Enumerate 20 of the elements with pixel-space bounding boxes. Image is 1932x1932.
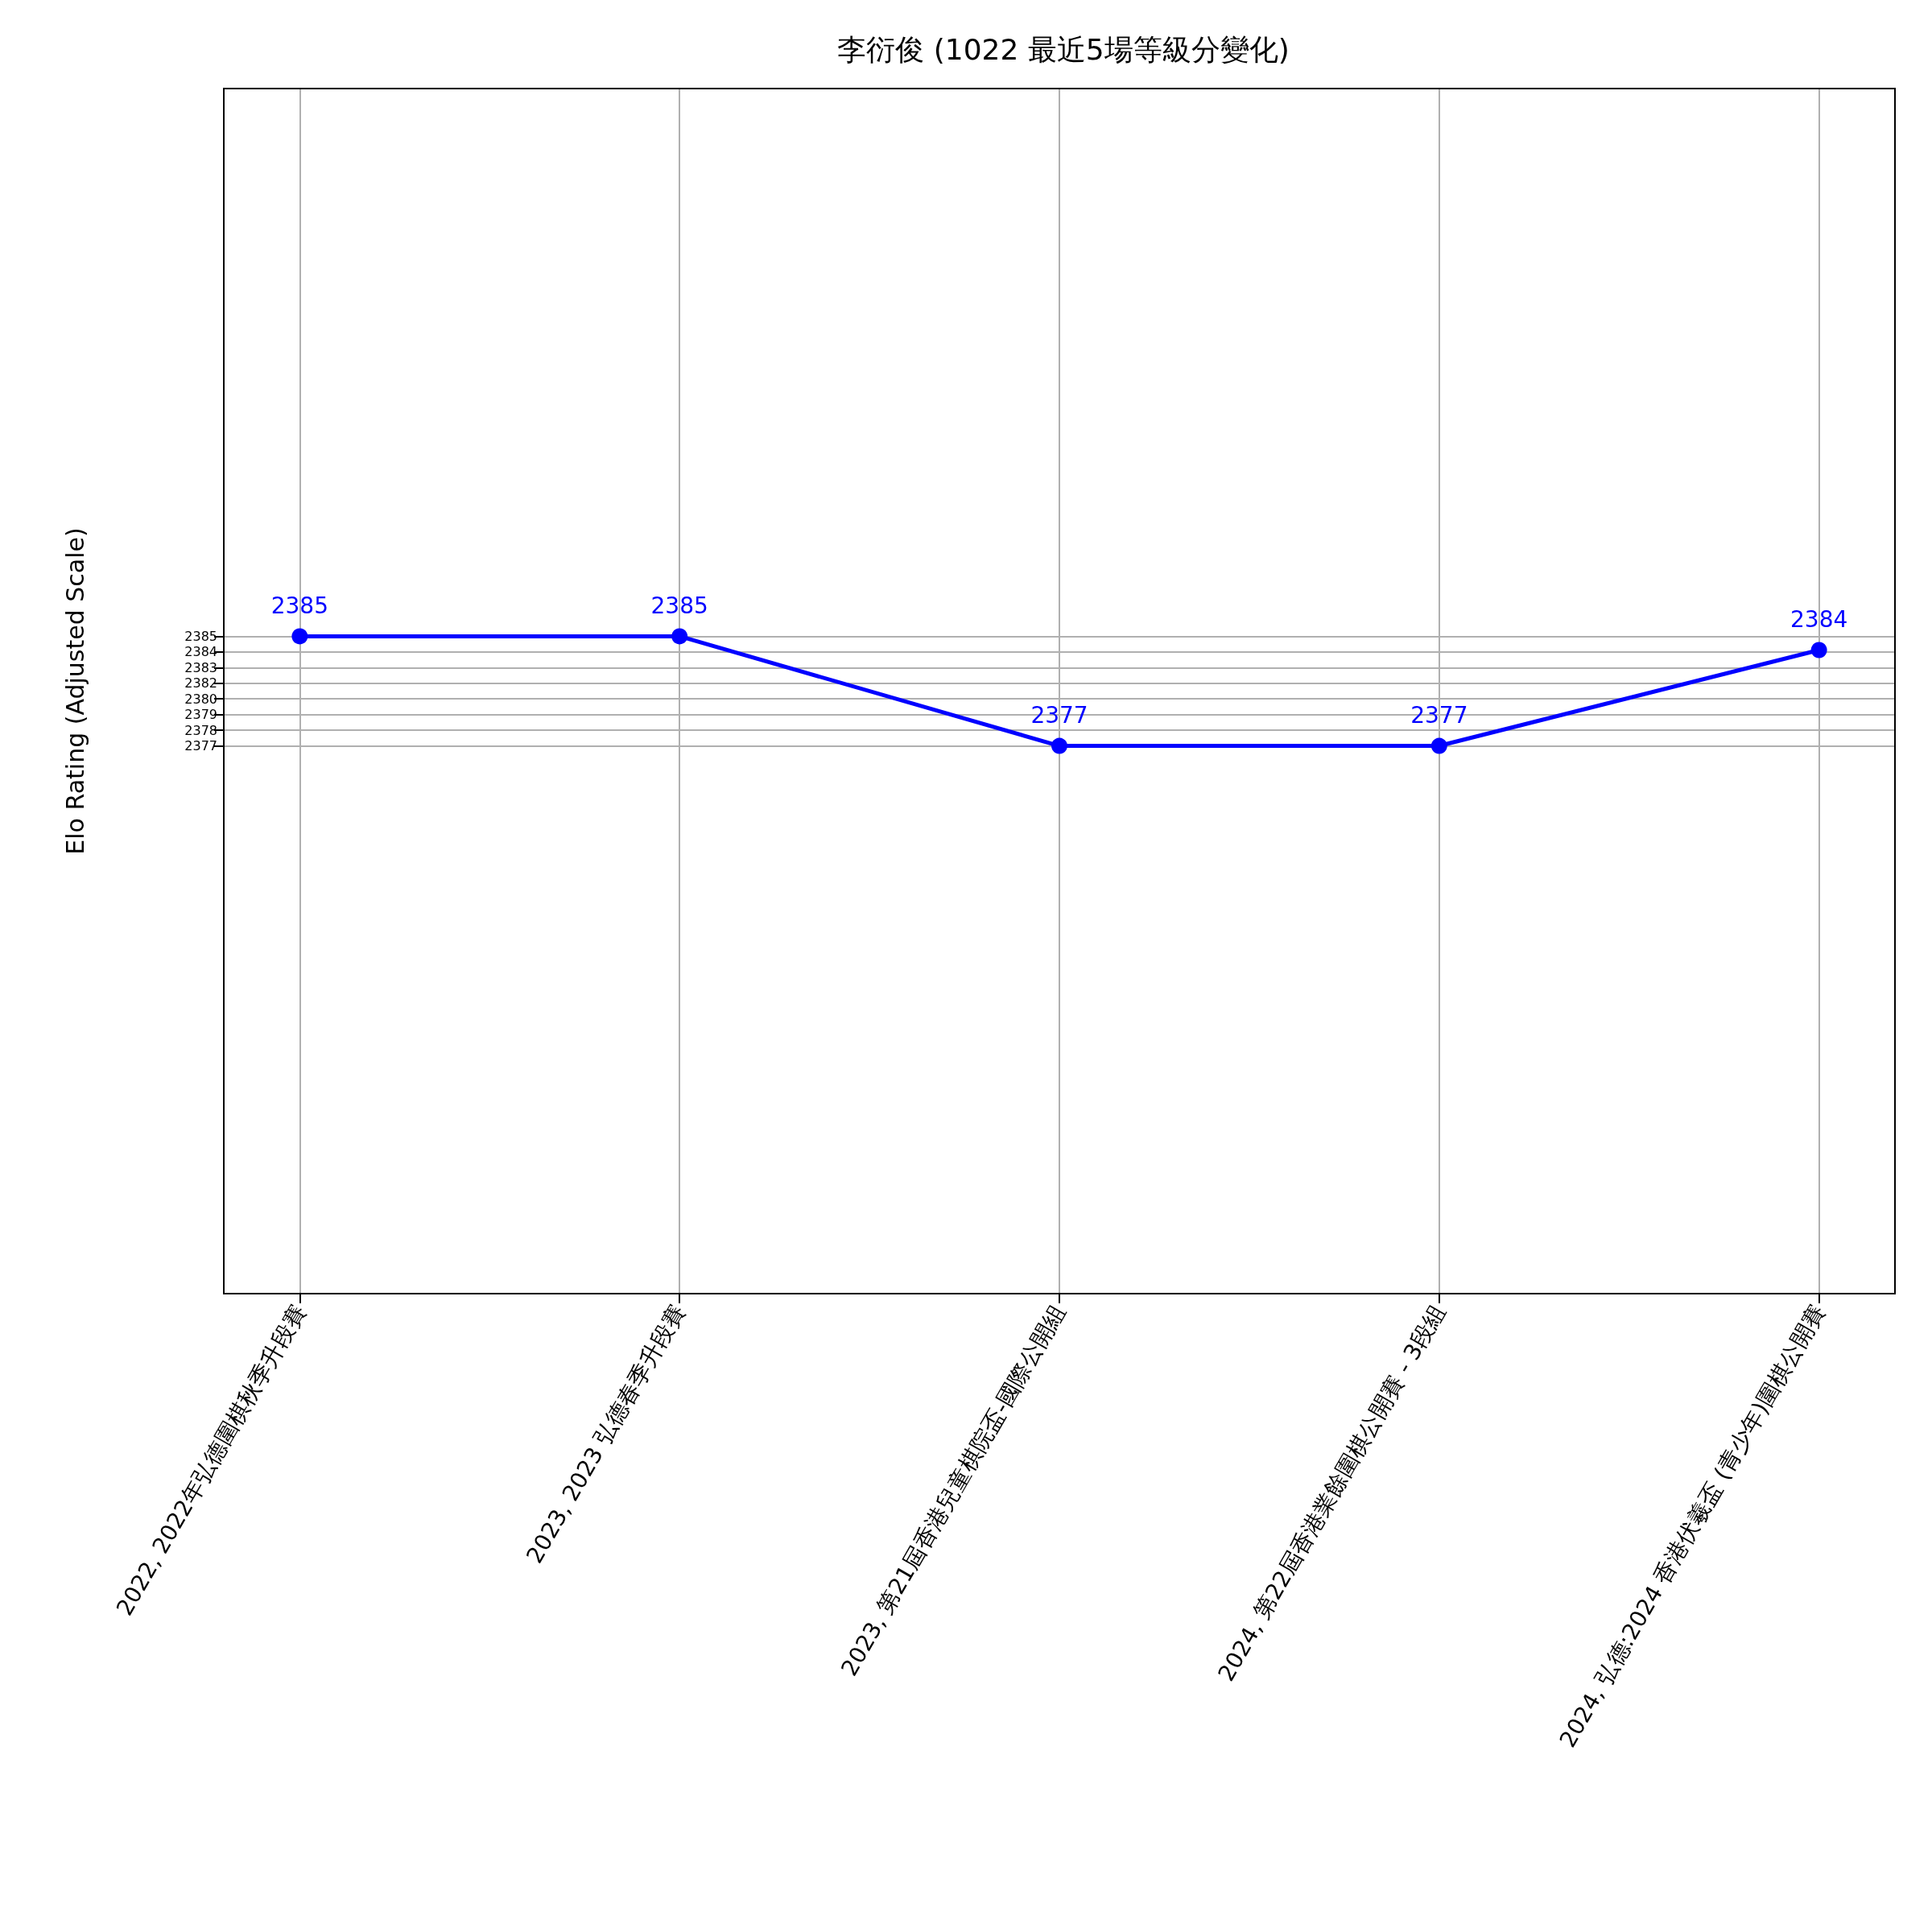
y-tick-label: 2377 — [184, 738, 217, 754]
data-label: 2385 — [270, 592, 328, 619]
y-tick-label: 2385 — [184, 628, 217, 644]
y-axis-title: Elo Rating (Adjusted Scale) — [60, 527, 89, 855]
point — [1051, 737, 1067, 754]
data-label: 2385 — [650, 592, 708, 619]
point — [671, 628, 688, 645]
y-tick-label: 2383 — [184, 659, 217, 675]
data-label: 2377 — [1410, 702, 1468, 729]
y-tick-label: 2380 — [184, 691, 217, 707]
y-tick-label: 2382 — [184, 675, 217, 691]
y-tick-label: 2378 — [184, 722, 217, 738]
point — [1810, 642, 1827, 658]
chart-title: 李衍俊 (1022 最近5場等級分變化) — [837, 32, 1290, 66]
data-label: 2384 — [1790, 605, 1848, 633]
y-tick-label: 2379 — [184, 707, 217, 723]
point — [291, 628, 308, 645]
data-label: 2377 — [1030, 702, 1088, 729]
point — [1430, 737, 1447, 754]
y-tick-label: 2384 — [184, 644, 217, 660]
